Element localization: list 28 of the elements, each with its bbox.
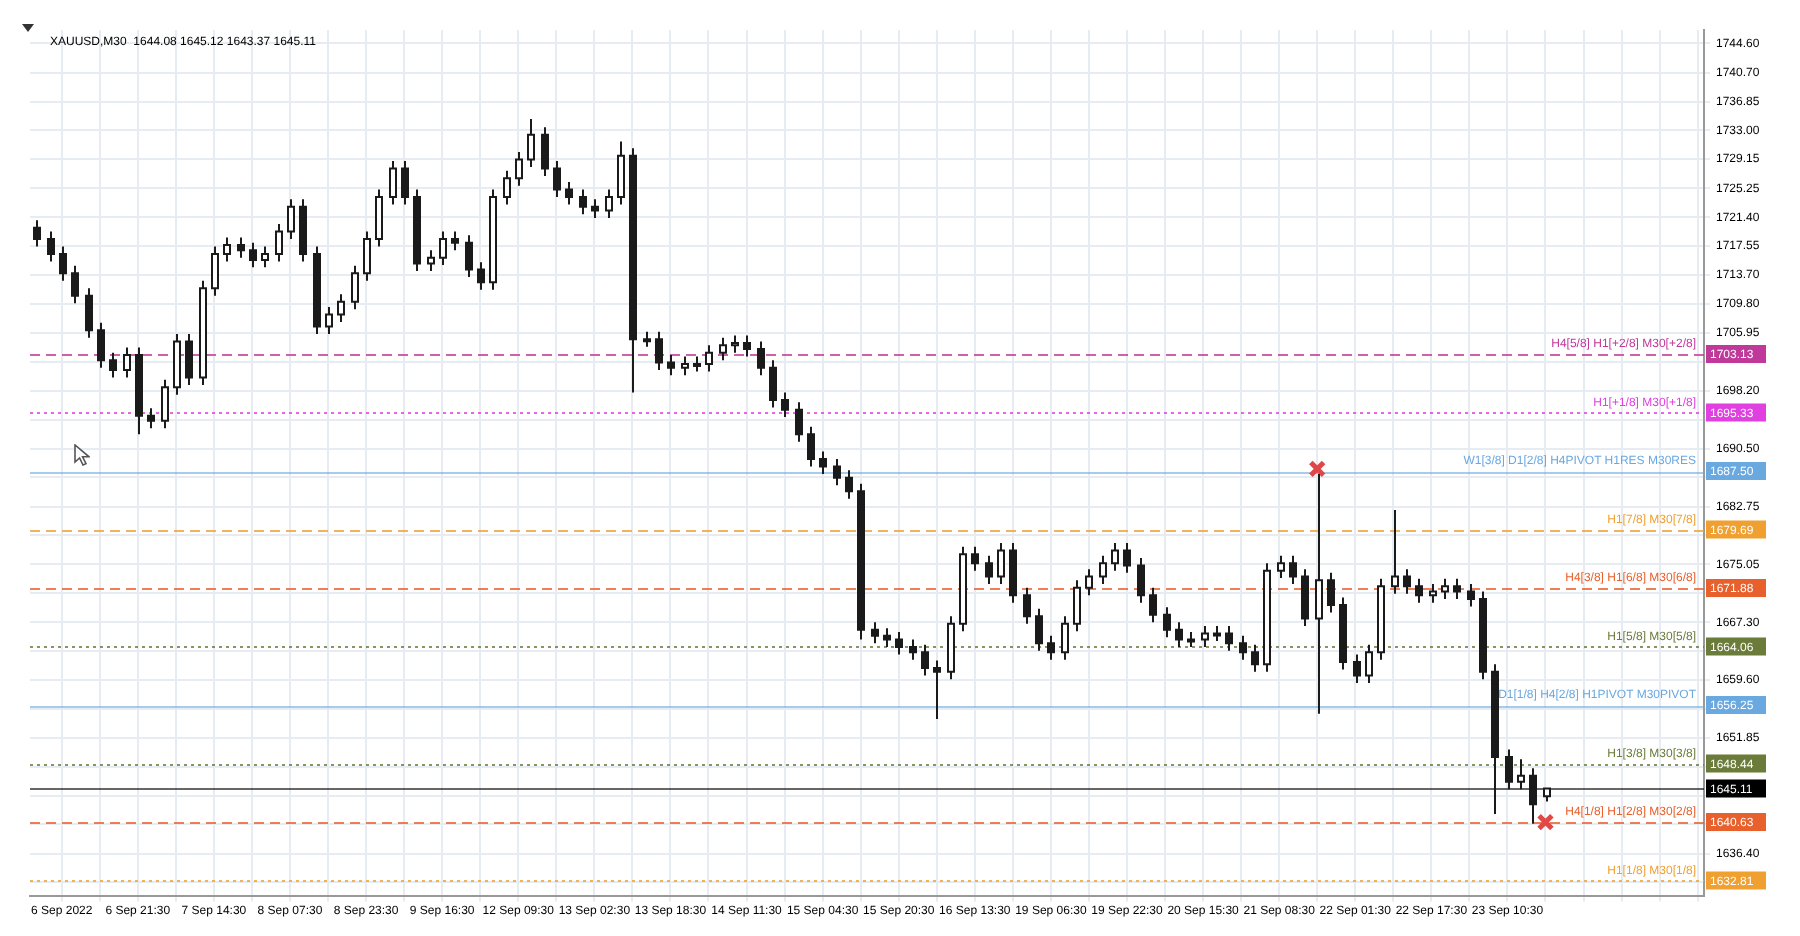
candlestick [1061,615,1069,661]
candlestick [237,236,245,259]
candlestick [515,151,523,187]
candlestick [1467,583,1475,608]
candlestick [605,188,613,219]
candlestick [1391,508,1399,595]
candlestick [1491,663,1499,815]
candlestick [1315,473,1323,715]
candlestick [933,659,941,720]
candlestick [1263,562,1271,673]
candlestick [1353,653,1361,684]
candlestick [135,346,143,436]
candlestick [845,469,853,500]
candlestick [1403,568,1411,595]
candlestick [1429,583,1437,604]
candlestick [1529,767,1537,825]
candlestick [553,160,561,198]
candlestick [59,245,67,282]
candlestick [363,230,371,282]
candlestick [477,261,485,291]
candlestick [795,401,803,443]
candlestick [85,287,93,339]
candlestick [287,198,295,240]
candlestick [489,188,497,291]
candlestick [211,245,219,297]
candlestick [591,198,599,219]
candlestick [1225,625,1233,652]
candlestick [629,147,637,394]
